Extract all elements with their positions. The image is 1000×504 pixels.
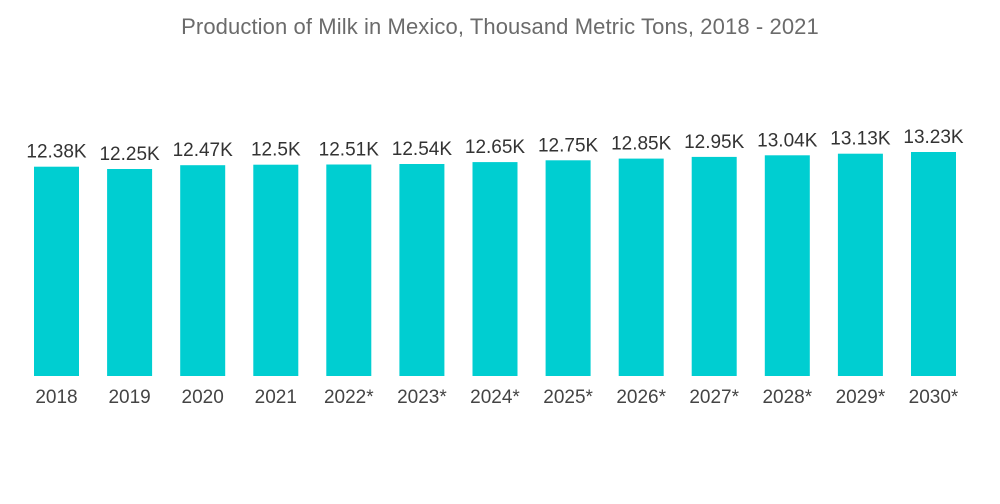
bar-2022-forecast	[326, 164, 372, 376]
x-tick-label: 2021	[255, 387, 297, 408]
x-tick-label: 2026*	[616, 387, 666, 408]
bars-group	[34, 152, 956, 376]
chart-title: Production of Milk in Mexico, Thousand M…	[181, 14, 819, 39]
x-tick-label: 2027*	[689, 387, 739, 408]
bar-2019	[107, 169, 153, 376]
bar-2027-forecast	[691, 156, 737, 376]
bar-2018	[34, 166, 79, 376]
data-label: 12.38K	[26, 142, 87, 163]
bar-2023-forecast	[399, 164, 445, 376]
x-axis-ticks: 2018 2019 2020 2021 2022* 2023* 2024* 2025* 2026…	[35, 387, 959, 408]
data-label: 13.23K	[903, 127, 964, 148]
bar-2021	[253, 164, 299, 376]
data-label: 12.5K	[251, 140, 301, 161]
bar-2025-forecast	[545, 160, 591, 376]
data-label: 12.25K	[99, 144, 160, 165]
x-tick-label: 2028*	[762, 387, 812, 408]
x-tick-label: 2022*	[324, 387, 374, 408]
bar-2026-forecast	[618, 158, 664, 376]
x-tick-label: 2018	[35, 387, 77, 408]
data-label: 12.51K	[319, 140, 380, 161]
x-tick-label: 2030*	[909, 387, 959, 408]
x-tick-label: 2019	[108, 387, 150, 408]
data-label: 13.13K	[830, 129, 891, 150]
x-tick-label: 2020	[182, 387, 224, 408]
x-tick-label: 2023*	[397, 387, 447, 408]
data-label: 12.47K	[173, 140, 234, 161]
bar-labels-group: 12.38K 12.25K 12.47K 12.5K 12.51K 12.54K 12.65…	[26, 127, 964, 165]
data-label: 12.75K	[538, 135, 599, 156]
x-tick-label: 2029*	[836, 387, 886, 408]
data-label: 12.54K	[392, 139, 453, 160]
data-label: 12.85K	[611, 134, 672, 155]
data-label: 13.04K	[757, 130, 818, 151]
data-label: 12.65K	[465, 137, 526, 158]
bar-2020	[180, 165, 226, 376]
bar-2030-forecast	[911, 152, 956, 376]
bar-2028-forecast	[764, 155, 810, 376]
x-tick-label: 2025*	[543, 387, 593, 408]
data-label: 12.95K	[684, 132, 745, 153]
bar-2029-forecast	[837, 153, 883, 376]
x-tick-label: 2024*	[470, 387, 520, 408]
bar-2024-forecast	[472, 162, 518, 376]
